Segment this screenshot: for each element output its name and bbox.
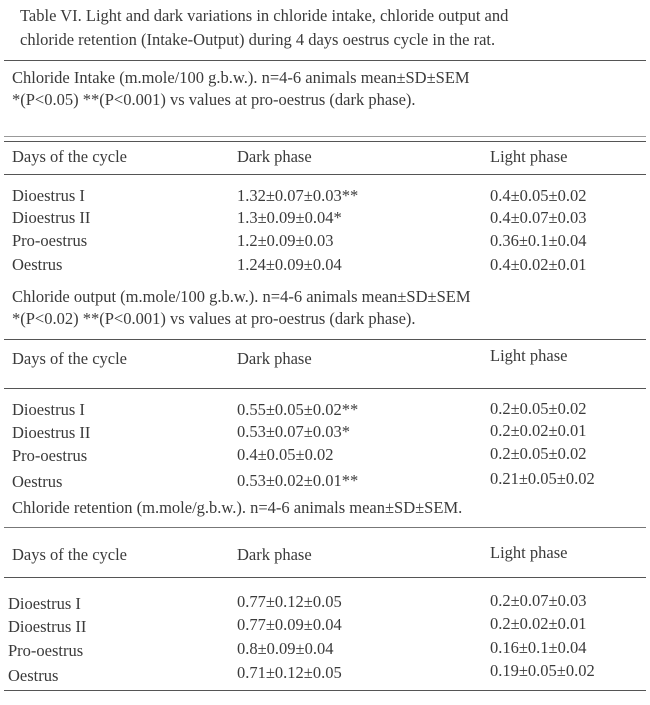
table-cell: 0.19±0.05±0.02 [490, 661, 595, 680]
title-line: Table VI. Light and dark variations in c… [20, 6, 509, 25]
table-cell: 0.4±0.02±0.01 [490, 255, 587, 274]
column-header: Dark phase [237, 147, 312, 166]
column-header: Days of the cycle [12, 349, 127, 368]
table-cell: 0.16±0.1±0.04 [490, 638, 587, 657]
column-header: Days of the cycle [12, 147, 127, 166]
table-cell: 0.2±0.07±0.03 [490, 591, 587, 610]
table-cell: Oestrus [12, 472, 63, 491]
table-cell: 0.4±0.05±0.02 [490, 186, 587, 205]
table-cell: Dioestrus II [12, 208, 91, 227]
section-caption: *(P<0.02) **(P<0.001) vs values at pro-o… [12, 309, 416, 328]
table-cell: Pro-oestrus [12, 446, 88, 465]
column-header: Light phase [490, 346, 568, 365]
table-cell: Oestrus [8, 666, 59, 685]
table-cell: 0.53±0.02±0.01** [237, 471, 359, 490]
divider [4, 339, 646, 341]
table-cell: Pro-oestrus [8, 641, 84, 660]
table-cell: 0.36±0.1±0.04 [490, 231, 587, 250]
table-cell: Pro-oestrus [12, 231, 88, 250]
table-cell: 0.2±0.05±0.02 [490, 399, 587, 418]
section-caption: Chloride Intake (m.mole/100 g.b.w.). n=4… [12, 68, 470, 87]
table-cell: 1.24±0.09±0.04 [237, 255, 342, 274]
table-cell: 0.4±0.05±0.02 [237, 445, 334, 464]
divider [4, 60, 646, 62]
table-cell: 0.77±0.12±0.05 [237, 592, 342, 611]
column-header: Dark phase [237, 545, 312, 564]
table-cell: 0.77±0.09±0.04 [237, 615, 342, 634]
section-caption: Chloride output (m.mole/100 g.b.w.). n=4… [12, 287, 471, 306]
table-cell: 0.21±0.05±0.02 [490, 469, 595, 488]
column-header: Dark phase [237, 349, 312, 368]
column-header: Light phase [490, 147, 568, 166]
table-cell: 0.2±0.02±0.01 [490, 614, 587, 633]
column-header: Days of the cycle [12, 545, 127, 564]
table-cell: 1.32±0.07±0.03** [237, 186, 359, 205]
table-cell: 1.2±0.09±0.03 [237, 231, 334, 250]
table-cell: 1.3±0.09±0.04* [237, 208, 342, 227]
table-cell: 0.2±0.05±0.02 [490, 444, 587, 463]
title-line: chloride retention (Intake-Output) durin… [20, 30, 496, 49]
divider [4, 527, 646, 528]
table-cell: 0.55±0.05±0.02** [237, 400, 359, 419]
table-cell: 0.4±0.07±0.03 [490, 208, 587, 227]
divider [4, 388, 646, 390]
table-cell: Dioestrus I [12, 186, 85, 205]
table-cell: 0.71±0.12±0.05 [237, 663, 342, 682]
table-cell: Dioestrus II [8, 617, 87, 636]
column-header: Light phase [490, 543, 568, 562]
divider [4, 136, 646, 137]
divider [4, 577, 646, 579]
table-cell: Dioestrus II [12, 423, 91, 442]
table-cell: 0.8±0.09±0.04 [237, 639, 334, 658]
divider [4, 174, 646, 176]
table-cell: Dioestrus I [8, 594, 81, 613]
section-caption: *(P<0.05) **(P<0.001) vs values at pro-o… [12, 90, 416, 109]
table-cell: Dioestrus I [12, 400, 85, 419]
table-cell: 0.2±0.02±0.01 [490, 421, 587, 440]
table-cell: 0.53±0.07±0.03* [237, 422, 350, 441]
divider [4, 690, 646, 692]
divider [4, 141, 646, 143]
table-cell: Oestrus [12, 255, 63, 274]
section-caption: Chloride retention (m.mole/g.b.w.). n=4-… [12, 498, 463, 517]
